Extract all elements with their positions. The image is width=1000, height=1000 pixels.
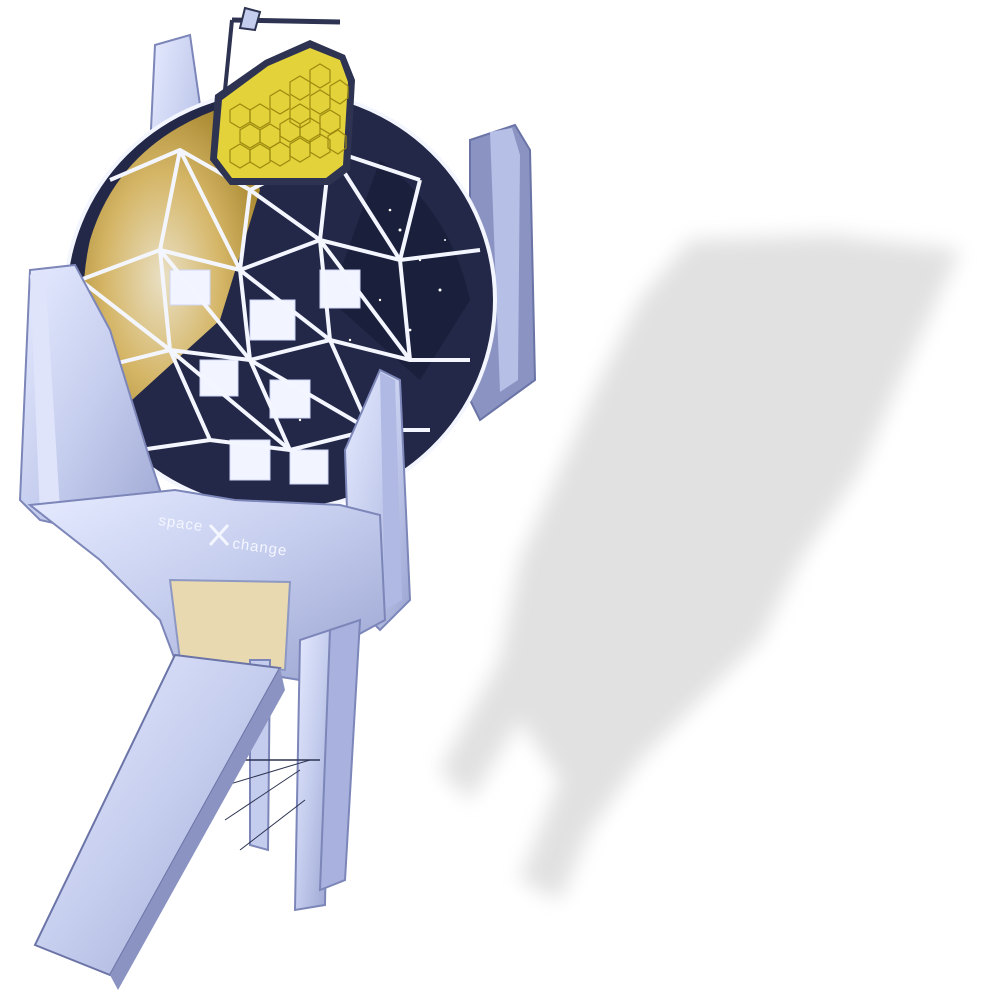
brand-text-space: space [157,512,204,535]
mirror-hex-grid [229,63,349,169]
hexagon-mirror [210,6,355,185]
hatch-opening [168,578,292,672]
support-legs [209,618,362,912]
brand-logo: space change [157,512,288,560]
base-hub: space change [27,488,387,682]
cast-shadow [440,235,960,900]
boarding-ramp [33,653,285,990]
brand-x-mark [208,523,230,547]
